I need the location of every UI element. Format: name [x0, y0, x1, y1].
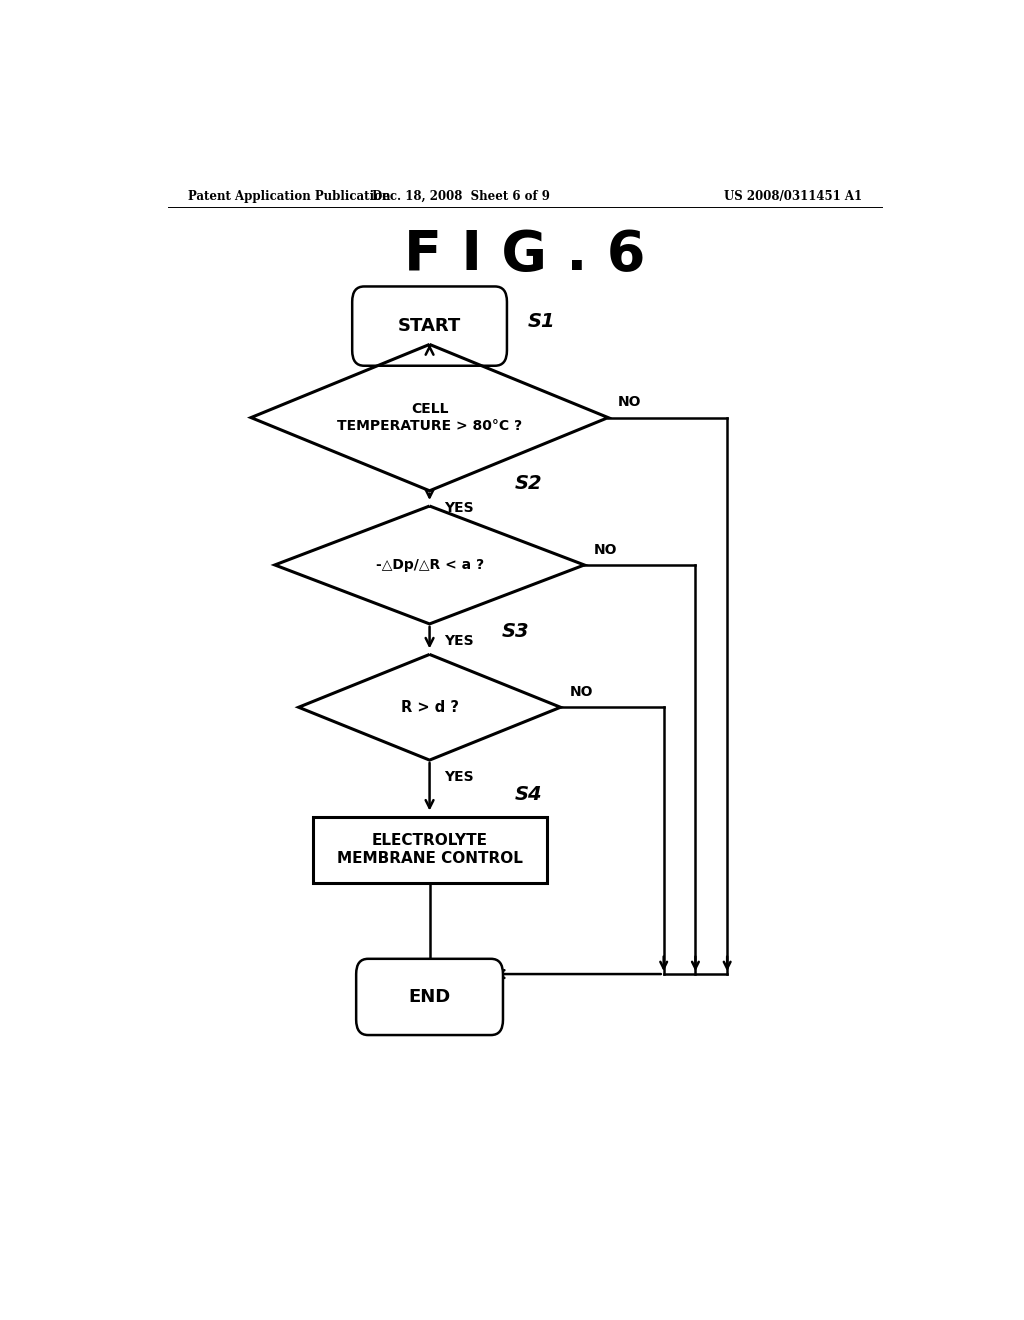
- Text: Dec. 18, 2008  Sheet 6 of 9: Dec. 18, 2008 Sheet 6 of 9: [373, 190, 550, 202]
- Polygon shape: [299, 655, 560, 760]
- Text: END: END: [409, 987, 451, 1006]
- Text: S4: S4: [515, 785, 543, 804]
- Text: US 2008/0311451 A1: US 2008/0311451 A1: [724, 190, 862, 202]
- Text: ELECTROLYTE
MEMBRANE CONTROL: ELECTROLYTE MEMBRANE CONTROL: [337, 833, 522, 866]
- FancyBboxPatch shape: [356, 958, 503, 1035]
- Text: CELL
TEMPERATURE > 80°C ?: CELL TEMPERATURE > 80°C ?: [337, 403, 522, 433]
- Text: S3: S3: [502, 622, 529, 642]
- Text: YES: YES: [443, 771, 473, 784]
- Text: Patent Application Publication: Patent Application Publication: [187, 190, 390, 202]
- Bar: [312, 817, 547, 883]
- FancyBboxPatch shape: [352, 286, 507, 366]
- Text: NO: NO: [570, 685, 594, 700]
- Text: YES: YES: [443, 500, 473, 515]
- Polygon shape: [274, 506, 585, 624]
- Text: S2: S2: [515, 474, 543, 492]
- Text: R > d ?: R > d ?: [400, 700, 459, 714]
- Text: -△Dp/△R < a ?: -△Dp/△R < a ?: [376, 558, 483, 572]
- Text: START: START: [398, 317, 461, 335]
- Text: S1: S1: [527, 313, 555, 331]
- Text: NO: NO: [594, 543, 617, 557]
- Text: YES: YES: [443, 634, 473, 648]
- Text: F I G . 6: F I G . 6: [404, 228, 645, 282]
- Text: NO: NO: [617, 396, 641, 409]
- Polygon shape: [251, 345, 608, 491]
